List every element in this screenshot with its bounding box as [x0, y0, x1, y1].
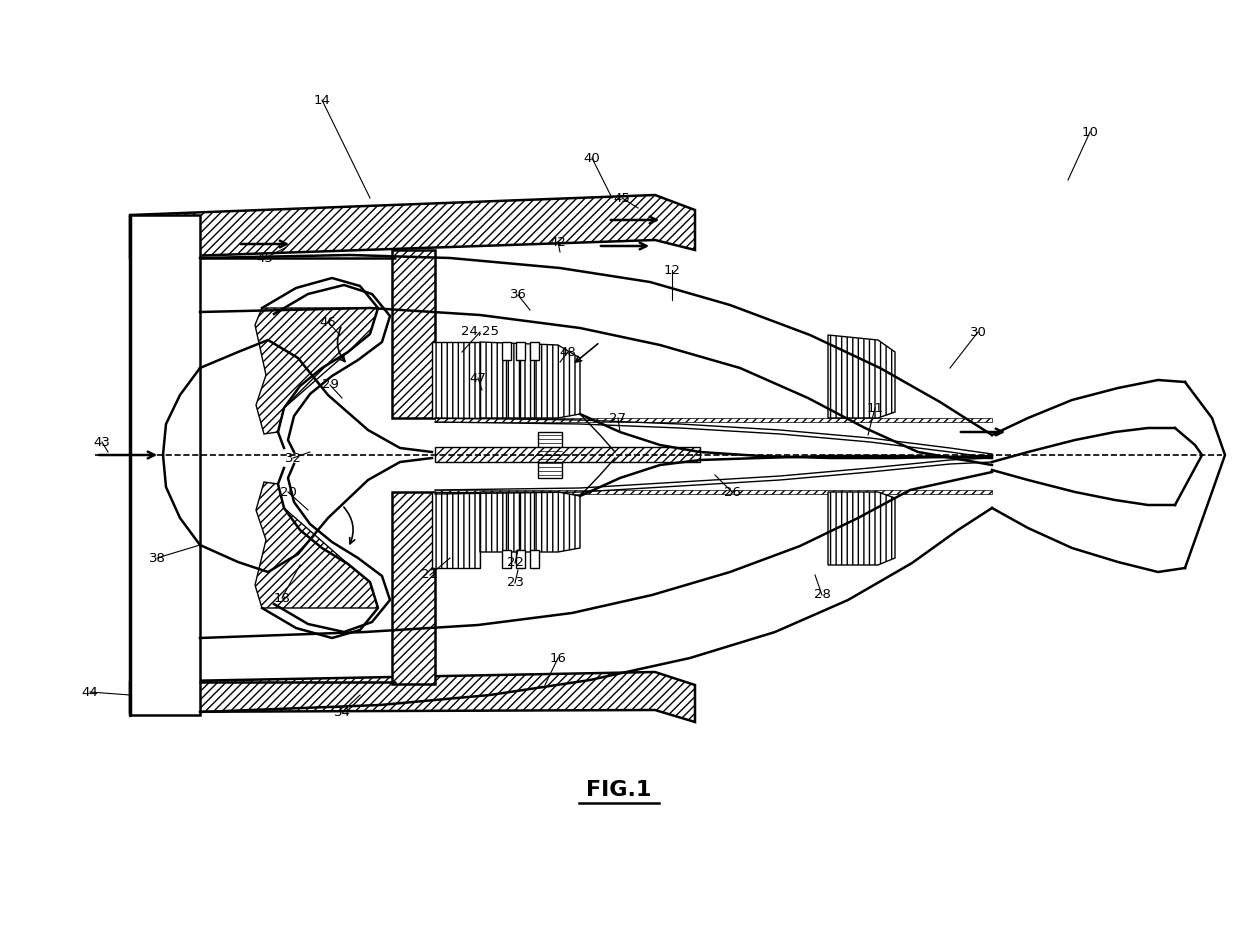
- Text: FIG.1: FIG.1: [586, 780, 652, 800]
- Polygon shape: [530, 550, 539, 568]
- Polygon shape: [435, 490, 992, 494]
- Polygon shape: [130, 195, 695, 258]
- Text: 11: 11: [866, 402, 883, 415]
- Text: 46: 46: [320, 316, 336, 329]
- Text: 44: 44: [82, 685, 98, 698]
- Text: 12: 12: [664, 264, 680, 277]
- Text: 26: 26: [724, 485, 741, 498]
- Polygon shape: [392, 250, 435, 418]
- Text: 42: 42: [550, 235, 566, 248]
- Polygon shape: [479, 492, 580, 552]
- Text: 47: 47: [470, 371, 487, 384]
- Polygon shape: [479, 342, 580, 418]
- Polygon shape: [515, 550, 525, 568]
- Polygon shape: [130, 215, 199, 715]
- Text: 24,25: 24,25: [461, 326, 499, 339]
- Text: 40: 40: [584, 152, 601, 165]
- Text: 29: 29: [322, 379, 338, 392]
- Text: 34: 34: [333, 706, 351, 719]
- Polygon shape: [255, 482, 378, 608]
- Text: 36: 36: [509, 289, 527, 302]
- Text: 38: 38: [149, 552, 166, 565]
- Polygon shape: [130, 672, 695, 722]
- Polygon shape: [530, 342, 539, 360]
- Text: 22: 22: [507, 557, 524, 569]
- Text: 28: 28: [814, 589, 830, 602]
- Polygon shape: [435, 447, 700, 462]
- Text: 30: 30: [970, 326, 986, 339]
- Polygon shape: [515, 342, 525, 360]
- Text: 48: 48: [560, 345, 576, 358]
- Text: 32: 32: [285, 452, 301, 465]
- Polygon shape: [435, 418, 992, 422]
- Text: 27: 27: [610, 411, 627, 424]
- Polygon shape: [432, 342, 479, 418]
- Text: 21: 21: [421, 569, 439, 582]
- Text: 45: 45: [256, 252, 274, 265]
- Polygon shape: [828, 492, 895, 565]
- Text: 23: 23: [507, 577, 524, 590]
- Polygon shape: [502, 550, 510, 568]
- Text: 20: 20: [280, 485, 296, 498]
- Polygon shape: [828, 335, 895, 418]
- Text: 14: 14: [313, 94, 331, 106]
- Polygon shape: [432, 492, 479, 568]
- Polygon shape: [255, 308, 378, 434]
- Polygon shape: [502, 342, 510, 360]
- Text: 43: 43: [94, 435, 110, 448]
- Text: 16: 16: [550, 652, 566, 665]
- Text: 18: 18: [274, 592, 290, 605]
- Text: 45: 45: [613, 192, 631, 205]
- Text: 10: 10: [1082, 126, 1099, 139]
- Polygon shape: [392, 492, 435, 684]
- Polygon shape: [538, 432, 563, 478]
